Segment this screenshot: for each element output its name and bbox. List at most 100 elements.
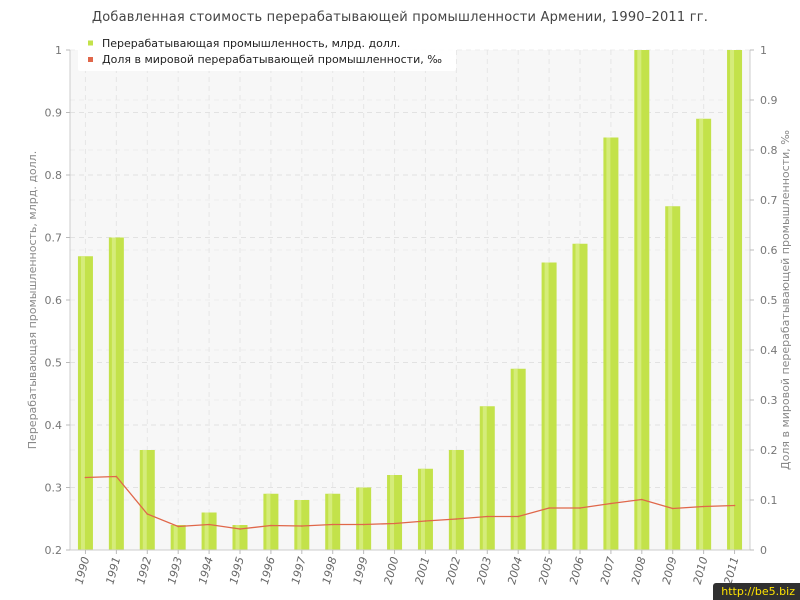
bar-fill: [510, 368, 526, 550]
x-tick-label: 2003: [474, 555, 494, 585]
line-point-2010: [702, 505, 705, 508]
line-point-2006: [579, 507, 581, 509]
bar-2005: [541, 262, 557, 550]
bar-highlight: [420, 468, 425, 550]
x-tick-label: 2005: [536, 555, 556, 585]
x-tick-label: 2011: [722, 555, 742, 585]
y2-tick-label: 0.5: [760, 294, 778, 307]
x-tick-label: 1997: [289, 555, 309, 585]
y2-tick-label: 0.8: [760, 144, 778, 157]
bar-highlight: [575, 243, 580, 550]
watermark-link[interactable]: http://be5.biz: [713, 583, 800, 600]
x-tick-label: 1995: [227, 555, 247, 585]
x-tick-label: 1992: [134, 555, 154, 585]
x-tick-label: 2006: [567, 555, 587, 585]
bar-1994: [201, 512, 217, 550]
bar-highlight: [359, 487, 364, 550]
bar-2004: [510, 368, 526, 550]
bar-2007: [603, 137, 619, 550]
bar-fill: [387, 475, 403, 550]
y2-tick-label: 0.1: [760, 494, 778, 507]
y2-axis-label: Доля в мировой перерабатывающей промышле…: [779, 130, 792, 470]
line-point-1996: [270, 524, 272, 527]
y2-tick-label: 0.3: [760, 394, 778, 407]
y2-tick-label: 1: [760, 44, 767, 57]
bar-highlight: [482, 406, 487, 550]
y-tick-label: 0.6: [45, 294, 63, 307]
line-point-2000: [393, 522, 396, 525]
line-point-1999: [362, 523, 365, 526]
y2-tick-label: 0.9: [760, 94, 778, 107]
line-point-2007: [610, 502, 612, 505]
bar-fill: [572, 243, 588, 550]
bar-fill: [201, 512, 217, 550]
bar-fill: [77, 256, 93, 550]
line-point-1998: [331, 523, 334, 526]
x-tick-label: 1991: [103, 555, 123, 585]
bar-2010: [696, 118, 712, 550]
line-point-2008: [641, 498, 643, 501]
line-point-1993: [177, 525, 179, 528]
bar-highlight: [451, 450, 456, 550]
line-point-1991: [115, 475, 118, 478]
bar-highlight: [173, 525, 178, 550]
bar-fill: [727, 50, 743, 550]
bar-fill: [325, 493, 341, 550]
legend-swatch-line: [88, 57, 93, 62]
legend-swatch-bars: [88, 40, 93, 46]
bar-highlight: [111, 237, 116, 550]
bar-fill: [139, 450, 155, 550]
y-tick-label: 0.9: [45, 107, 63, 120]
bar-1991: [108, 237, 124, 550]
y2-tick-label: 0.2: [760, 444, 778, 457]
y-tick-label: 0.3: [45, 482, 63, 495]
bar-fill: [603, 137, 619, 550]
y-tick-label: 0.8: [45, 169, 63, 182]
axes: 0.2 0.3 0.4 0.5 0.6 0.7 0.8 0.9 1 0 0.1 0.2 0.3 0.4 0.…: [26, 44, 792, 586]
line-series: [84, 475, 736, 530]
series-line: [85, 475, 735, 530]
bar-1993: [170, 525, 186, 550]
line-point-2011: [733, 504, 736, 507]
y2-tick-label: 0: [760, 544, 767, 557]
x-tick-label: 1999: [351, 555, 371, 585]
bar-highlight: [80, 256, 85, 550]
bar-highlight: [606, 137, 611, 550]
bar-1990: [77, 256, 93, 550]
x-tick-label: 2004: [505, 555, 525, 585]
bar-2011: [727, 50, 743, 550]
chart-title: Добавленная стоимость перерабатывающей п…: [91, 10, 709, 25]
bar-1999: [356, 487, 372, 550]
bar-highlight: [390, 475, 395, 550]
bar-fill: [356, 487, 372, 550]
line-point-2003: [486, 515, 489, 518]
line-point-2004: [517, 515, 519, 518]
bar-1998: [325, 493, 341, 550]
line-point-2005: [548, 507, 550, 509]
x-tick-label: 2009: [660, 555, 680, 585]
bar-2009: [665, 206, 681, 550]
bar-highlight: [513, 368, 518, 550]
bar-fill: [665, 206, 681, 550]
y-tick-label: 0.4: [45, 419, 63, 432]
bar-2008: [634, 50, 650, 550]
bar-1996: [263, 493, 279, 550]
y-tick-label: 0.7: [45, 232, 63, 245]
bar-highlight: [544, 262, 549, 550]
x-tick-label: 1998: [320, 555, 340, 585]
line-point-2001: [424, 520, 427, 522]
bar-series: [77, 50, 743, 550]
line-point-1995: [239, 528, 241, 530]
x-tick-label: 2000: [382, 555, 402, 585]
x-tick-label: 2008: [629, 555, 649, 585]
bar-1992: [139, 450, 155, 550]
line-point-2009: [671, 507, 674, 510]
bar-fill: [294, 500, 310, 550]
y-tick-label: 0.5: [45, 357, 63, 370]
y2-tick-label: 0.7: [760, 194, 778, 207]
bar-2006: [572, 243, 588, 550]
bar-2000: [387, 475, 403, 550]
bar-highlight: [297, 500, 302, 550]
line-point-1997: [301, 525, 303, 527]
